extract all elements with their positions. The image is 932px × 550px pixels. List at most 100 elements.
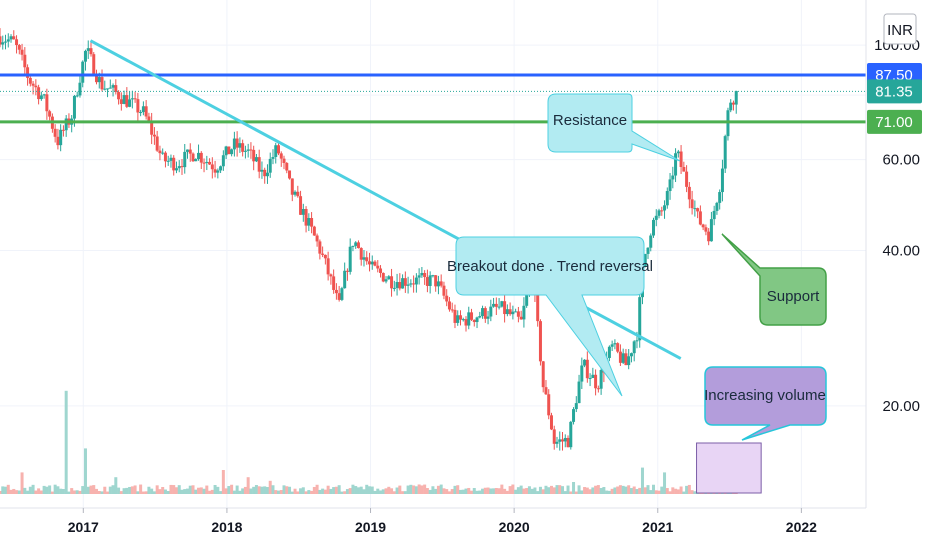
candle-body — [235, 138, 239, 148]
candle-body — [174, 168, 178, 171]
candle-body — [632, 341, 636, 354]
x-tick-label: 2019 — [355, 519, 386, 535]
resistance-callout[interactable]: Resistance — [547, 93, 681, 162]
trendline[interactable] — [89, 39, 682, 360]
volume-bar — [365, 484, 369, 494]
candle-body — [155, 136, 159, 151]
candle-body — [594, 374, 598, 389]
candle-body — [447, 301, 451, 310]
candle-body — [78, 82, 82, 96]
candle-body — [442, 285, 446, 296]
volume-bar — [566, 485, 570, 494]
breakout-callout[interactable]: Breakout done . Trend reversal — [447, 236, 653, 397]
volume-bar — [89, 485, 93, 494]
volume-bar — [470, 490, 474, 494]
volume-bar — [607, 490, 611, 494]
candle-body — [707, 231, 711, 242]
candle-body — [365, 257, 369, 262]
candle-body — [690, 199, 694, 209]
volume-bar — [343, 491, 347, 494]
volume-bar — [646, 485, 650, 494]
volume-bar — [254, 485, 258, 494]
candle-body — [445, 295, 449, 302]
volume-bar — [552, 487, 556, 494]
volume-bar — [114, 477, 118, 494]
candle-body — [373, 261, 377, 266]
volume-bar — [288, 486, 292, 494]
candle-body — [538, 321, 542, 362]
candle-body — [329, 274, 333, 277]
volume-bar — [431, 486, 435, 494]
candle-body — [172, 157, 176, 171]
volume-bar — [321, 488, 325, 494]
candle-body — [276, 145, 280, 154]
volume-bar — [318, 489, 322, 494]
candle-body — [453, 309, 457, 323]
candle-body — [544, 387, 548, 395]
breakout-label: Breakout done . Trend reversal — [447, 258, 653, 275]
volume-bar — [37, 488, 41, 494]
volume-bar — [629, 488, 633, 494]
volume-bar — [274, 490, 278, 494]
volume-bar — [359, 486, 363, 494]
volume-bar — [690, 490, 694, 494]
volume-bar — [616, 486, 620, 494]
volume-bar — [580, 490, 584, 494]
volume-bar — [97, 491, 101, 494]
volume-bar — [122, 488, 126, 494]
volume-bar — [458, 489, 462, 494]
candle-body — [618, 351, 622, 363]
candle-body — [169, 157, 173, 161]
volume-bar — [467, 487, 471, 494]
candle-body — [114, 85, 118, 93]
currency-badge[interactable] — [883, 13, 917, 45]
volume-bar — [544, 485, 548, 494]
volume-bar — [150, 488, 154, 494]
volume-bar — [693, 491, 697, 494]
volume-bar — [265, 486, 269, 494]
candle-body — [293, 191, 297, 195]
volume-bar — [654, 490, 658, 494]
volume-bar — [17, 490, 21, 494]
candle-body — [428, 275, 432, 286]
candle-body — [213, 169, 217, 173]
volume-bar — [0, 490, 2, 494]
time-axis[interactable]: 2017 2018 2019 2020 2021 2022 — [0, 507, 866, 535]
volume-bar — [591, 487, 595, 494]
volume-bar — [304, 491, 308, 494]
candle-body — [500, 301, 504, 307]
support-callout[interactable]: Support — [721, 233, 827, 326]
candle-body — [486, 316, 490, 319]
volume-bar — [188, 485, 192, 494]
volume-bar — [574, 491, 578, 494]
candle-body — [395, 282, 399, 288]
volume-callout[interactable]: Increasing volume — [704, 366, 827, 441]
candle-body — [687, 186, 691, 200]
volume-bar — [621, 485, 625, 494]
candle-body — [136, 99, 140, 113]
volume-bar — [494, 488, 498, 494]
candle-body — [150, 121, 154, 135]
candle-body — [580, 365, 584, 382]
candle-body — [268, 158, 272, 173]
candle-body — [569, 421, 573, 448]
candle-body — [409, 283, 413, 285]
candle-body — [541, 361, 545, 388]
volume-bar — [572, 482, 576, 494]
candle-body — [194, 159, 198, 162]
volume-bar — [174, 487, 178, 494]
candle-body — [254, 157, 258, 162]
candle-body — [525, 292, 529, 306]
volume-bar — [475, 490, 479, 494]
volume-bar — [334, 486, 338, 494]
candle-body — [128, 99, 132, 107]
volume-bar — [299, 488, 303, 494]
candle-body — [241, 143, 245, 152]
volume-bar — [252, 486, 256, 494]
volume-bar — [326, 485, 330, 494]
volume-bar — [599, 488, 603, 494]
volume-bar — [500, 484, 504, 494]
candle-body — [210, 164, 214, 170]
